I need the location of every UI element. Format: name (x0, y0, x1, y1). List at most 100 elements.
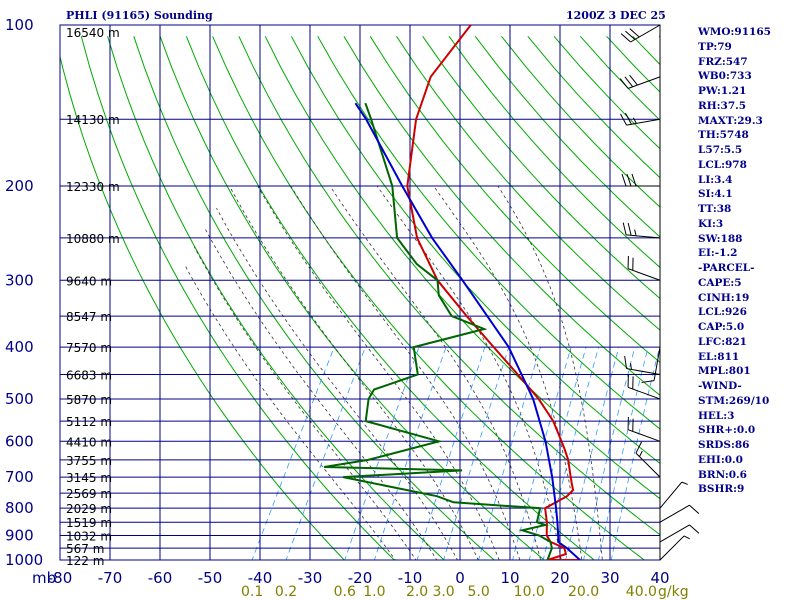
mixing-ratio-line (285, 346, 366, 560)
pressure-label: 500 (5, 390, 34, 408)
moist-adiabat (183, 264, 396, 560)
height-label: 5112 m (66, 415, 112, 429)
temperature-tick-label: 0 (455, 569, 465, 587)
index-item: TT:38 (698, 203, 732, 215)
mixing-ratio-line (478, 346, 541, 560)
barb-flag (629, 28, 640, 38)
moist-adiabat (193, 246, 417, 560)
mixing-ratio-line (528, 346, 587, 560)
barb-half-flag (681, 481, 688, 485)
pressure-label: 800 (5, 499, 34, 517)
height-label: 12330 m (66, 180, 120, 194)
mixing-ratio-line (443, 346, 510, 560)
index-item: EL:811 (698, 350, 740, 363)
height-label: 6683 m (66, 368, 112, 382)
pressure-unit-label: mb (32, 569, 56, 587)
index-item: CAPE:5 (698, 276, 742, 289)
wind-barb (627, 374, 661, 400)
wind-barb (627, 417, 661, 442)
pressure-label: 300 (5, 271, 34, 289)
barb-flag (621, 173, 627, 187)
index-item: STM:269/10 (698, 394, 770, 407)
sounding-time: 1200Z 3 DEC 25 (566, 9, 666, 22)
wind-barb (627, 255, 661, 281)
adiabat-lines (60, 35, 660, 560)
height-label: 10880 m (66, 232, 120, 246)
wind-barb (622, 222, 661, 239)
barb-shaft (626, 234, 661, 239)
barb-half-flag (632, 117, 637, 124)
dry-adiabat (133, 36, 495, 560)
mixing-ratio-label: 2.0 (406, 584, 428, 600)
temperature-tick-label: -50 (198, 569, 223, 587)
temperature-tick-label: -30 (298, 569, 323, 587)
moist-adiabat (257, 185, 500, 560)
moist-adiabat (216, 208, 458, 560)
pressure-label: 400 (5, 338, 34, 356)
wind-barb (620, 112, 661, 126)
dry-adiabat (185, 36, 595, 560)
index-item: EI:-1.2 (698, 247, 738, 260)
index-item: -PARCEL- (698, 262, 755, 274)
mixing-ratio-line (344, 346, 420, 560)
index-item: TH:5748 (698, 129, 749, 142)
index-item: LI:3.4 (698, 173, 733, 186)
index-item: TP:79 (698, 40, 732, 53)
dry-adiabat (290, 36, 660, 465)
index-item: -WIND- (698, 380, 742, 392)
dry-adiabat (422, 36, 660, 300)
barb-flag (624, 112, 632, 125)
index-item: RH:37.5 (698, 99, 747, 112)
barb-flag (635, 441, 643, 454)
barb-flag (689, 524, 700, 534)
index-item: SRDS:86 (698, 439, 750, 451)
barb-flag (641, 380, 655, 383)
height-label: 2569 m (66, 487, 112, 501)
height-label: 5870 m (66, 393, 112, 407)
dry-adiabat (317, 36, 660, 430)
barb-shaft (627, 76, 661, 89)
wind-barb (659, 504, 700, 523)
mixing-ratio-label: 40.0 (626, 584, 657, 600)
barb-half-flag (639, 450, 643, 457)
mixing-ratio-line (610, 347, 660, 560)
height-label: 3145 m (66, 471, 112, 485)
mixing-ratio-label: 1.0 (363, 584, 385, 600)
mixing-ratio-label: 10.0 (514, 584, 545, 600)
index-item: CINH:19 (698, 291, 750, 304)
index-item: CAP:5.0 (698, 321, 745, 333)
wind-barb (619, 74, 661, 89)
temperature-tick-label: -80 (48, 569, 73, 587)
moist-adiabat (433, 185, 583, 560)
barb-flag (631, 173, 637, 187)
index-item: MPL:801 (698, 365, 751, 378)
dry-adiabat (369, 36, 660, 363)
wind-barbs (619, 24, 700, 561)
index-item: WMO:91165 (698, 26, 771, 38)
pressure-label: 200 (5, 177, 34, 195)
index-item: LFC:821 (698, 335, 747, 348)
barb-flag (689, 504, 700, 515)
mixing-ratio-label: 0.6 (334, 584, 356, 600)
index-item: KI:3 (698, 217, 724, 230)
moist-adiabat (229, 185, 479, 560)
height-label: 122 m (66, 554, 104, 568)
wind-barb (641, 347, 661, 383)
temperature-tick-label: 20 (550, 569, 569, 587)
mixing-ratio-line (542, 346, 599, 560)
height-label: 16540 m (66, 26, 120, 40)
height-label: 14130 m (66, 113, 120, 127)
height-label: 8547 m (66, 310, 112, 324)
pressure-label: 600 (5, 432, 34, 450)
temperature-trace (406, 25, 580, 560)
dry-adiabat (60, 54, 345, 560)
index-item: L57:5.5 (698, 144, 743, 156)
height-label: 4410 m (66, 435, 112, 449)
height-label: 3755 m (66, 454, 112, 468)
temperature-tick-label: -20 (348, 569, 373, 587)
height-label: 1032 m (66, 530, 112, 544)
barb-shaft (626, 118, 661, 126)
index-item: SW:188 (698, 232, 743, 245)
wind-barb (620, 24, 661, 43)
